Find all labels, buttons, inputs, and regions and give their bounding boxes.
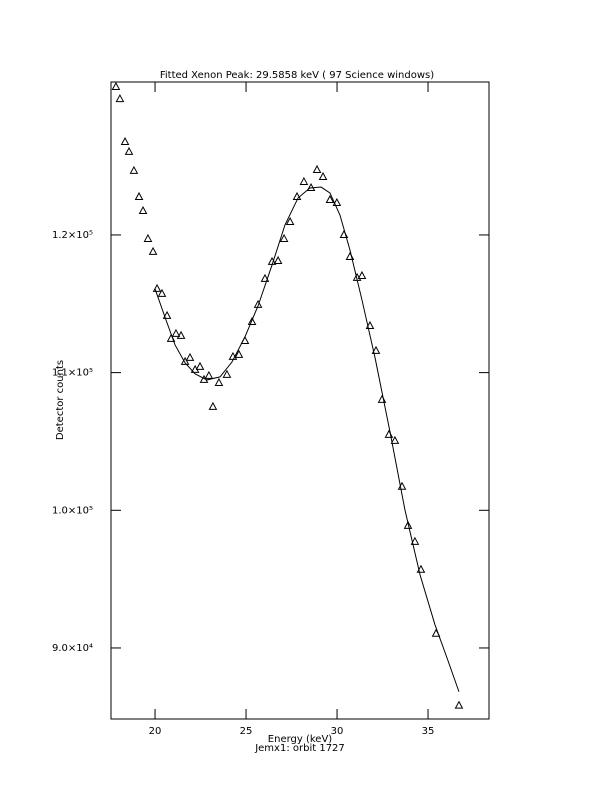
data-point: [208, 401, 218, 410]
x-tick-label: 35: [422, 726, 435, 737]
y-tick-label: 1.1×10⁵: [52, 368, 93, 379]
data-point: [285, 216, 295, 226]
data-point: [279, 233, 289, 242]
data-point: [318, 171, 328, 180]
data-point: [306, 182, 316, 192]
data-point: [138, 205, 148, 214]
data-point: [157, 288, 167, 297]
data-point: [129, 165, 139, 174]
y-tick-label: 1.2×10⁵: [52, 230, 93, 241]
data-point: [152, 283, 162, 292]
data-point: [124, 146, 134, 155]
data-point: [115, 94, 125, 103]
data-point: [204, 370, 214, 379]
data-point: [260, 273, 270, 282]
data-point: [185, 352, 195, 361]
x-tick-label: 30: [331, 726, 344, 737]
fit-line: [154, 186, 460, 692]
data-point: [377, 394, 387, 403]
data-point: [371, 345, 381, 354]
data-point: [180, 356, 190, 365]
y-tick-label: 1.0×10⁵: [52, 505, 93, 516]
x-tick-label: 20: [149, 726, 162, 737]
data-point: [273, 255, 283, 264]
data-point: [162, 310, 172, 319]
annotation: Jemx1: orbit 1727: [254, 743, 345, 754]
data-point: [234, 349, 244, 358]
data-point: [222, 369, 232, 378]
data-point: [214, 377, 224, 386]
chart-title: Fitted Xenon Peak: 29.5858 keV ( 97 Scie…: [160, 70, 434, 81]
data-point: [120, 136, 130, 146]
data-point: [332, 197, 342, 207]
data-point: [403, 520, 413, 529]
data-point: [410, 536, 420, 545]
data-point: [195, 361, 205, 370]
data-point: [325, 194, 335, 203]
y-tick-label: 9.0×10⁴: [52, 643, 93, 654]
data-point: [176, 330, 186, 339]
plot-frame: [110, 81, 490, 720]
x-tick-label: 25: [240, 726, 253, 737]
data-point: [111, 81, 121, 91]
data-point: [143, 233, 153, 242]
data-point: [247, 316, 257, 325]
data-point: [171, 328, 181, 337]
data-point: [134, 191, 144, 200]
y-axis-label: Detector counts: [55, 360, 66, 440]
x-axis-label: Energy (keV): [268, 734, 333, 745]
data-point: [253, 299, 263, 308]
data-point: [148, 246, 158, 255]
data-point: [299, 176, 309, 185]
data-point: [312, 164, 322, 173]
data-point: [365, 320, 375, 329]
data-point: [454, 700, 464, 709]
data-point: [357, 270, 367, 279]
data-point: [390, 435, 400, 444]
